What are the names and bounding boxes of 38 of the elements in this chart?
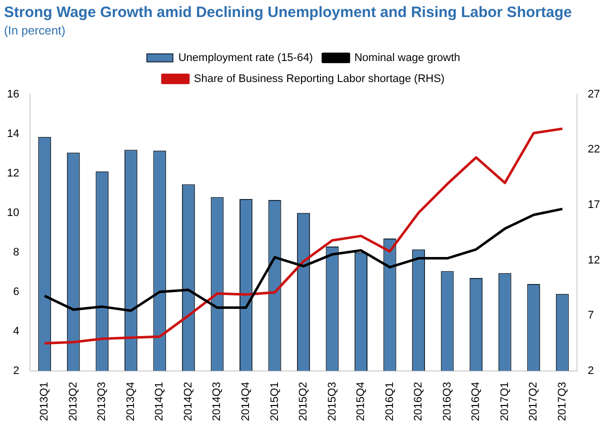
x-tick-label: 2016Q2 (412, 382, 425, 422)
x-tick-label: 2015Q2 (298, 382, 310, 422)
legend-label: Unemployment rate (15-64) (178, 52, 313, 64)
chart-subtitle: (In percent) (4, 24, 66, 38)
x-tick-label: 2015Q4 (355, 382, 368, 422)
y-tick-label: 2 (13, 364, 20, 377)
y2-tick-label: 27 (588, 88, 600, 100)
x-tick-label: 2016Q3 (441, 382, 454, 422)
x-tick-label: 2016Q4 (470, 382, 482, 422)
x-tick-label: 2016Q1 (384, 382, 396, 422)
chart-title: Strong Wage Growth amid Declining Unemployment and Rising Labor Shortage (4, 4, 572, 22)
x-tick-label: 2014Q4 (240, 382, 252, 422)
x-tick-label: 2017Q2 (528, 382, 540, 422)
y-tick-label: 10 (6, 206, 20, 219)
y2-tick-label: 12 (588, 254, 600, 266)
y-tick-label: 4 (13, 325, 20, 338)
x-tick-label: 2014Q2 (182, 382, 194, 422)
x-tick-label: 2017Q1 (498, 382, 511, 422)
y-tick-label: 12 (6, 167, 20, 180)
legend-label: Share of Business Reporting Labor shortage (RHS) (194, 72, 445, 85)
x-tick-label: 2015Q3 (326, 382, 338, 422)
legend-label: Nominal wage growth (354, 52, 460, 64)
y-tick-label: 16 (6, 88, 20, 100)
x-tick-label: 2017Q3 (556, 382, 568, 422)
x-tick-label: 2015Q1 (268, 382, 281, 422)
y-tick-label: 6 (13, 286, 20, 298)
y2-tick-label: 17 (588, 199, 600, 212)
x-tick-label: 2013Q2 (67, 382, 80, 422)
y-tick-label: 8 (13, 246, 20, 258)
y2-tick-label: 7 (588, 310, 594, 322)
x-tick-label: 2014Q3 (211, 382, 224, 422)
x-tick-label: 2014Q1 (154, 382, 166, 422)
y2-tick-label: 2 (588, 364, 594, 377)
x-tick-label: 2013Q4 (124, 382, 137, 422)
y-tick-label: 14 (6, 128, 20, 140)
y2-tick-label: 22 (588, 144, 600, 156)
x-tick-label: 2013Q1 (38, 382, 51, 422)
x-tick-label: 2013Q3 (96, 382, 108, 422)
